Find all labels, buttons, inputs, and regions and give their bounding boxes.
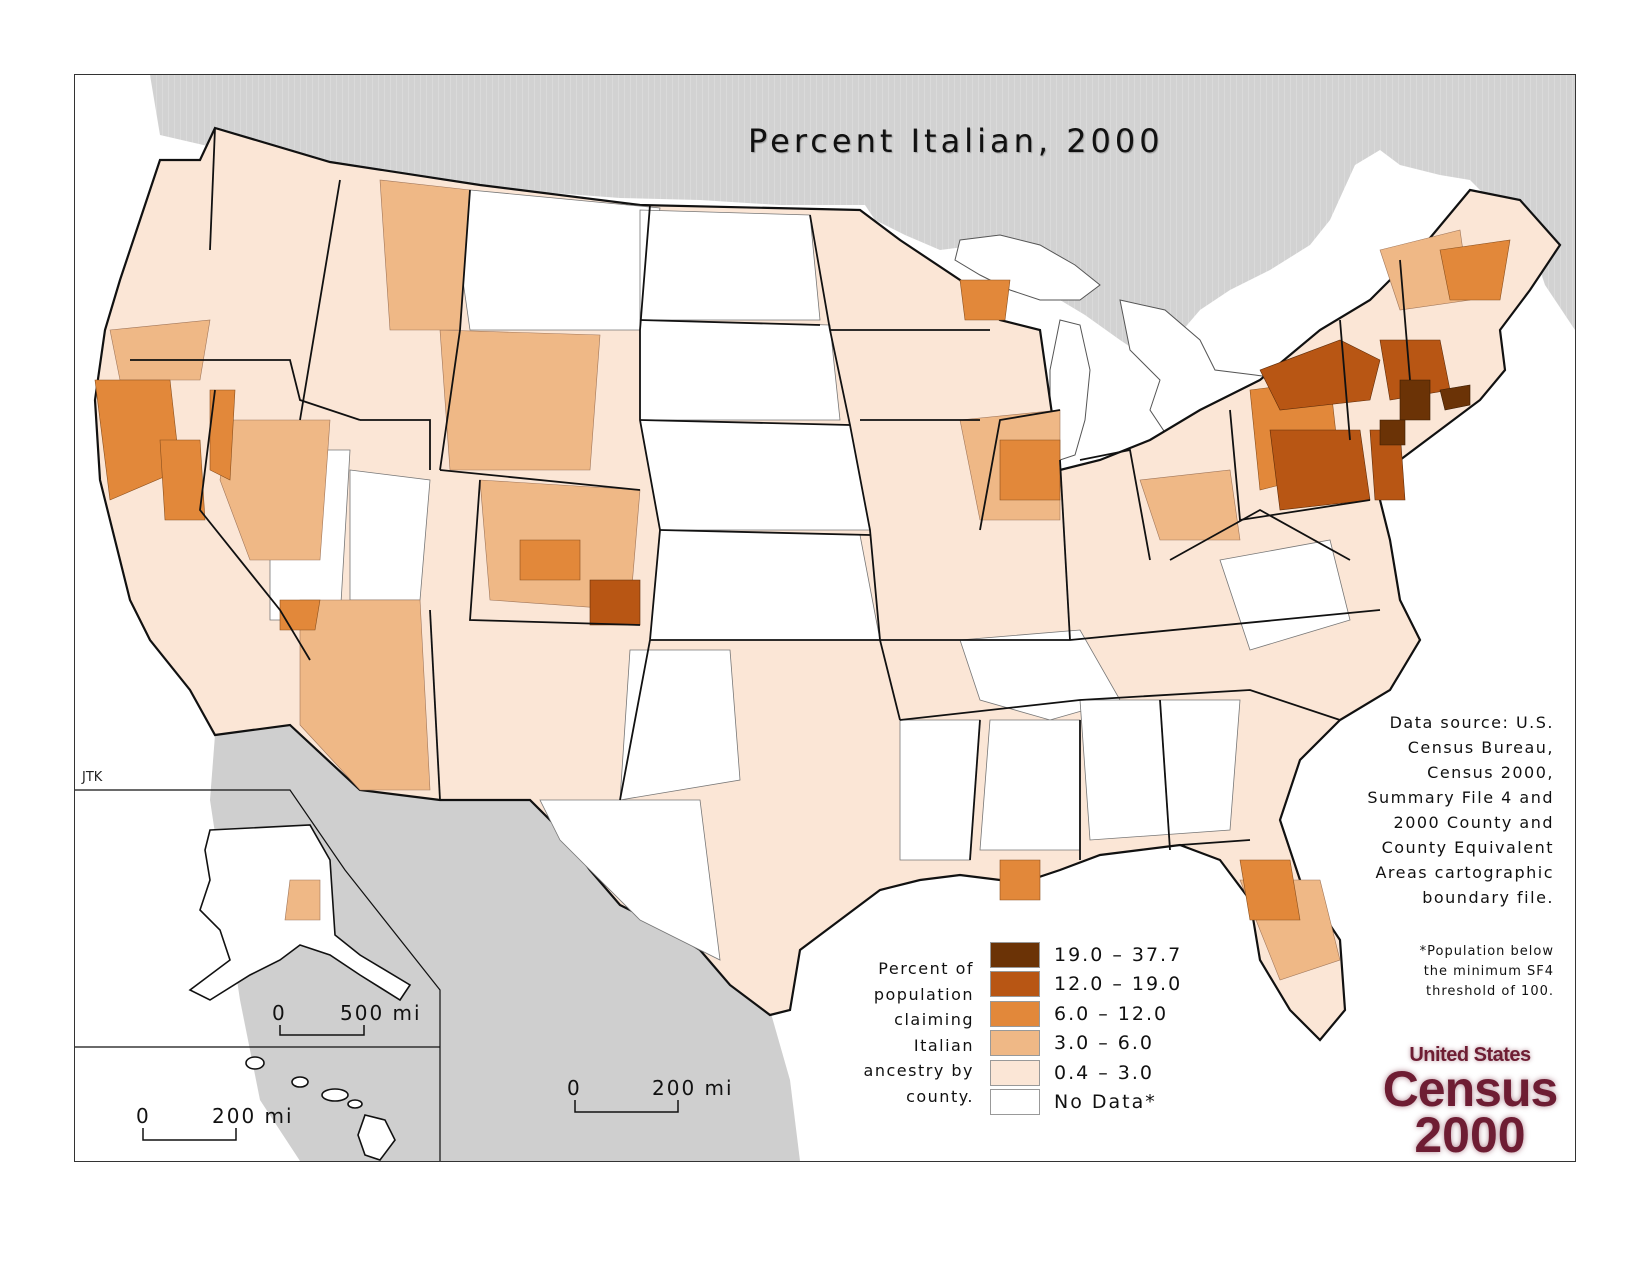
legend-caption-line: population	[873, 984, 974, 1004]
footnote: *Population below the minimum SF4 thresh…	[1370, 942, 1554, 1002]
canada-landmass	[150, 75, 1575, 360]
source-line: 2000 County and	[1393, 813, 1554, 832]
legend-row: 19.0 – 37.7	[990, 940, 1182, 970]
legend-swatch	[990, 941, 1040, 968]
main-scale-bar	[574, 1100, 679, 1113]
logo-line-year: 2000	[1414, 1107, 1526, 1163]
map-title: Percent Italian, 2000	[748, 122, 1164, 160]
county-class-19-37-regions	[1379, 379, 1471, 446]
census-2000-logo: United States Census 2000	[1382, 1044, 1559, 1163]
legend-caption-line: claiming	[894, 1010, 974, 1029]
data-source-note: Data source: U.S. Census Bureau, Census …	[1330, 710, 1554, 910]
legend-row: No Data*	[990, 1088, 1182, 1118]
inset-borders	[75, 789, 441, 1161]
source-line: Census 2000,	[1427, 763, 1554, 782]
legend-caption-line: Italian	[913, 1035, 974, 1055]
county-class-12-19-regions	[589, 339, 1451, 626]
main-scale-zero: 0	[567, 1076, 582, 1100]
legend-label: 3.0 – 6.0	[1054, 1032, 1155, 1055]
hawaii-scale-zero: 0	[136, 1104, 151, 1128]
lake-superior	[954, 234, 1101, 301]
legend-label: 12.0 – 19.0	[1054, 973, 1183, 996]
hawaii-scale-bar	[142, 1128, 237, 1141]
mexico-landmass	[210, 725, 800, 1161]
hawaii-scale-distance: 200 mi	[212, 1104, 294, 1128]
main-scale-distance: 200 mi	[652, 1076, 734, 1100]
legend-caption-line: Percent of	[878, 959, 974, 978]
legend-row: 12.0 – 19.0	[990, 970, 1182, 1000]
legend-row: 6.0 – 12.0	[990, 999, 1182, 1029]
source-line: County Equivalent	[1381, 838, 1554, 857]
footnote-line: *Population below	[1419, 944, 1554, 959]
legend-swatch	[990, 1089, 1040, 1116]
legend-row: 0.4 – 3.0	[990, 1058, 1182, 1088]
legend-row: 3.0 – 6.0	[990, 1029, 1182, 1059]
legend: 19.0 – 37.7 12.0 – 19.0 6.0 – 12.0 3.0 –…	[990, 940, 1182, 1117]
legend-swatch	[990, 1030, 1040, 1057]
alaska-scale-bar	[279, 1025, 365, 1036]
alaska-scale-zero: 0	[272, 1001, 287, 1025]
source-line: Areas cartographic	[1375, 863, 1554, 882]
legend-label: 19.0 – 37.7	[1054, 943, 1183, 966]
legend-caption-line: ancestry by	[863, 1061, 974, 1080]
legend-label: 6.0 – 12.0	[1054, 1002, 1169, 1025]
source-line: Census Bureau,	[1407, 738, 1554, 757]
source-line: Data source: U.S.	[1389, 713, 1554, 732]
footnote-line: threshold of 100.	[1426, 984, 1554, 999]
logo-line-united-states: United States	[1409, 1044, 1531, 1066]
logo-line-census: Census	[1382, 1061, 1559, 1117]
alaska-scale-distance: 500 mi	[340, 1001, 422, 1025]
source-line: Summary File 4 and	[1367, 788, 1554, 807]
state-boundaries	[130, 127, 1411, 861]
hawaii-islands	[245, 1056, 396, 1161]
footnote-line: the minimum SF4	[1423, 964, 1554, 979]
author-mark: JTK	[82, 770, 103, 785]
legend-caption: Percent of population claiming Italian a…	[850, 956, 974, 1109]
legend-swatch	[990, 1059, 1040, 1086]
legend-caption-line: county.	[906, 1086, 974, 1106]
legend-label: 0.4 – 3.0	[1054, 1061, 1155, 1084]
source-line: boundary file.	[1422, 888, 1554, 907]
legend-swatch	[990, 971, 1040, 998]
legend-swatch	[990, 1000, 1040, 1027]
legend-label: No Data*	[1054, 1091, 1157, 1114]
alaska-3-6-counties	[284, 879, 321, 921]
